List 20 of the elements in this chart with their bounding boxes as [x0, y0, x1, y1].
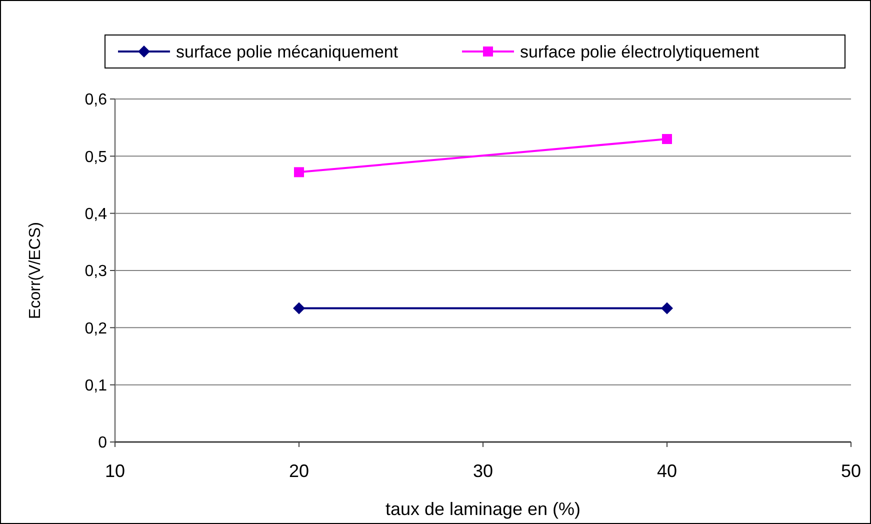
point — [662, 134, 672, 144]
y-tick-label: 0,6 — [84, 92, 108, 109]
legend-label: surface polie mécaniquement — [176, 42, 398, 62]
y-tick-label: 0,5 — [84, 148, 108, 166]
x-tick-label: 10 — [104, 461, 126, 481]
y-tick-label: 0,2 — [84, 320, 108, 338]
y-tick-label: 0,1 — [84, 377, 108, 394]
point — [661, 302, 673, 314]
legend-label: surface polie électrolytiquement — [520, 42, 760, 62]
x-tick-label: 40 — [656, 461, 678, 481]
point — [293, 302, 305, 314]
y-tick-label: 0 — [98, 434, 108, 452]
point — [294, 167, 304, 178]
x-tick-label: 30 — [472, 461, 494, 481]
x-tick-label: 20 — [288, 461, 310, 481]
y-axis-title: Ecorr(V/ECS) — [27, 222, 44, 319]
y-tick-label: 0,4 — [84, 206, 108, 223]
x-tick-label: 50 — [840, 461, 862, 481]
x-axis-title: taux de laminage en (%) — [385, 499, 581, 519]
y-tick-label: 0,3 — [84, 263, 108, 280]
